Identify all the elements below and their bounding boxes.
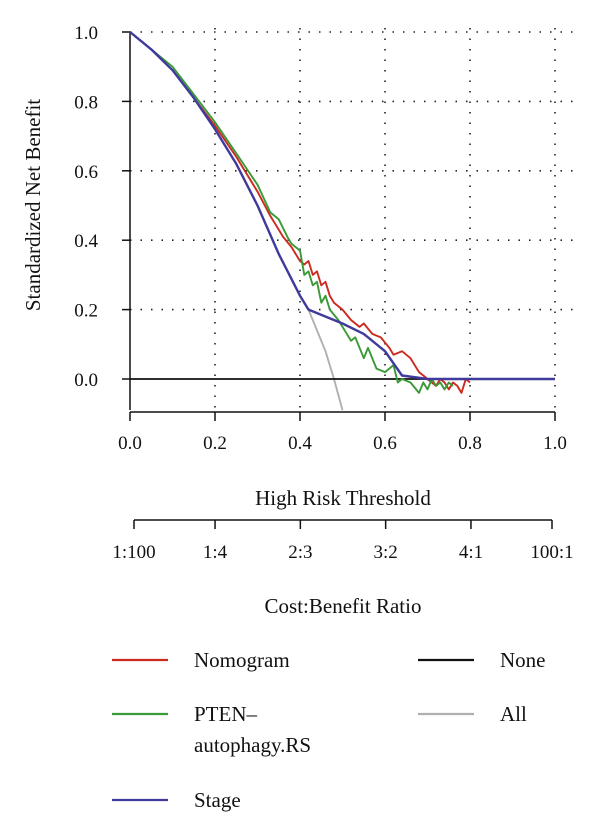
series-line-nomogram [129, 31, 471, 394]
y-axis-title: Standardized Net Benefit [21, 99, 45, 311]
y-tick-label: 0.0 [74, 370, 98, 391]
legend-label: PTEN– autophagy.RS [194, 702, 311, 757]
legend-label: Stage [194, 788, 241, 812]
y-axis: 0.0 0.2 0.4 0.6 0.8 1.0 [74, 23, 131, 410]
legend: Nomogram PTEN– autophagy.RS Stage None All [112, 648, 546, 812]
cost-benefit-tick-label: 1:4 [203, 542, 228, 563]
x-tick-label: 0.6 [373, 433, 397, 454]
y-tick-label: 0.4 [74, 231, 98, 252]
x-axis: 0.0 0.2 0.4 0.6 0.8 1.0 [118, 411, 567, 454]
x-tick-label: 0.2 [203, 433, 227, 454]
y-tick-label: 0.6 [74, 162, 98, 183]
legend-item-stage: Stage [112, 788, 241, 812]
x-axis-title: High Risk Threshold [255, 486, 431, 510]
cost-benefit-tick-label: 100:1 [530, 542, 573, 563]
cost-benefit-tick-label: 1:100 [112, 542, 155, 563]
x-tick-label: 0.4 [288, 433, 312, 454]
cost-benefit-tick-label: 3:2 [374, 542, 398, 563]
cost-benefit-tick-label: 4:1 [459, 542, 483, 563]
legend-item-none: None [418, 648, 546, 672]
x-tick-label: 1.0 [543, 433, 567, 454]
y-tick-label: 0.8 [74, 92, 98, 113]
cost-benefit-axis: 1:100 1:4 2:3 3:2 4:1 100:1 [112, 519, 574, 563]
legend-label: None [500, 648, 546, 672]
series-lines [129, 31, 555, 411]
legend-item-pten-autophagy-rs: PTEN– autophagy.RS [112, 702, 311, 757]
legend-item-nomogram: Nomogram [112, 648, 290, 672]
x-tick-label: 0.0 [118, 433, 142, 454]
y-tick-label: 1.0 [74, 23, 98, 44]
legend-item-all: All [418, 702, 527, 726]
y-tick-label: 0.2 [74, 301, 98, 322]
series-line-pten-autophagy-rs [129, 31, 454, 394]
x-tick-label: 0.8 [458, 433, 482, 454]
cost-benefit-axis-title: Cost:Benefit Ratio [265, 594, 422, 618]
grid [130, 28, 574, 410]
legend-label: Nomogram [194, 648, 290, 672]
legend-label: All [500, 702, 527, 726]
series-line-all [307, 309, 344, 411]
cost-benefit-tick-label: 2:3 [288, 542, 312, 563]
series-line-stage [129, 31, 555, 381]
